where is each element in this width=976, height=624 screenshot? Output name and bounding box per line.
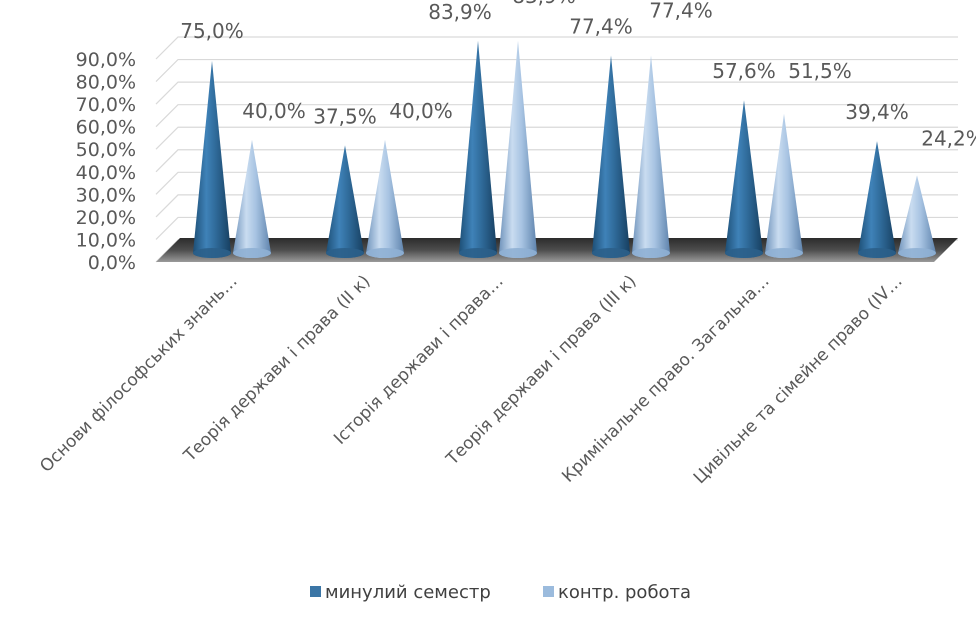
category-label: Цивільне та сімейне право (IV… [690, 271, 907, 488]
y-tick-label: 20,0% [76, 207, 136, 229]
legend-label: контр. робота [558, 582, 691, 603]
cones [193, 40, 936, 259]
gridline [155, 126, 958, 150]
gridline [155, 216, 958, 240]
data-label: 83,9% [512, 0, 576, 8]
gridline [155, 194, 958, 218]
y-tick-label: 70,0% [76, 94, 136, 116]
data-label: 40,0% [242, 99, 306, 123]
data-label: 51,5% [788, 59, 852, 83]
gridlines [155, 36, 958, 263]
data-label: 83,9% [428, 0, 492, 24]
category-labels: Основи філософських знань…Теорія держави… [36, 271, 906, 488]
cone-bar [632, 55, 670, 258]
category-label: Кримінальне право. Загальна… [558, 271, 773, 486]
cone-bar [366, 139, 404, 258]
y-tick-label: 40,0% [76, 162, 136, 184]
data-labels: 75,0% 40,0% 37,5% 40,0% 83,9% 83,9% 77,4% 77,4%… [180, 0, 976, 150]
data-label: 77,4% [649, 0, 713, 22]
cone-bar [233, 139, 271, 258]
data-label: 24,2% [921, 126, 976, 150]
data-label: 39,4% [845, 100, 909, 124]
y-tick-label: 60,0% [76, 117, 136, 139]
y-tick-label: 10,0% [76, 229, 136, 251]
y-axis: 0,0%10,0%20,0%30,0%40,0%50,0%60,0%70,0%8… [76, 49, 136, 274]
cone-bar [898, 175, 936, 258]
y-tick-label: 80,0% [76, 72, 136, 94]
legend: минулий семестр контр. робота [310, 582, 691, 603]
y-tick-label: 0,0% [88, 252, 136, 274]
data-label: 40,0% [389, 99, 453, 123]
gridline [155, 104, 958, 128]
legend-swatch [543, 586, 554, 597]
gridline [155, 81, 958, 105]
cone-bar [592, 55, 630, 258]
y-tick-label: 30,0% [76, 184, 136, 206]
legend-label: минулий семестр [325, 582, 491, 603]
chart-floor [156, 238, 958, 262]
floor-slab [156, 238, 958, 262]
data-label: 77,4% [569, 14, 633, 38]
data-label: 57,6% [712, 59, 776, 83]
data-label: 75,0% [180, 19, 244, 43]
cone-bar [326, 145, 364, 258]
cone-bar [725, 100, 763, 258]
cone-bar [858, 141, 896, 258]
cone-bar [499, 40, 537, 259]
cone-bar [193, 60, 231, 259]
cone-bar [765, 113, 803, 258]
gridline [155, 149, 958, 173]
legend-swatch [310, 586, 321, 597]
data-label: 37,5% [313, 104, 377, 128]
gridline [155, 36, 958, 60]
gridline [155, 171, 958, 195]
y-tick-label: 50,0% [76, 139, 136, 161]
gridline [155, 58, 958, 82]
cone-bar [459, 40, 497, 259]
y-tick-label: 90,0% [76, 49, 136, 71]
